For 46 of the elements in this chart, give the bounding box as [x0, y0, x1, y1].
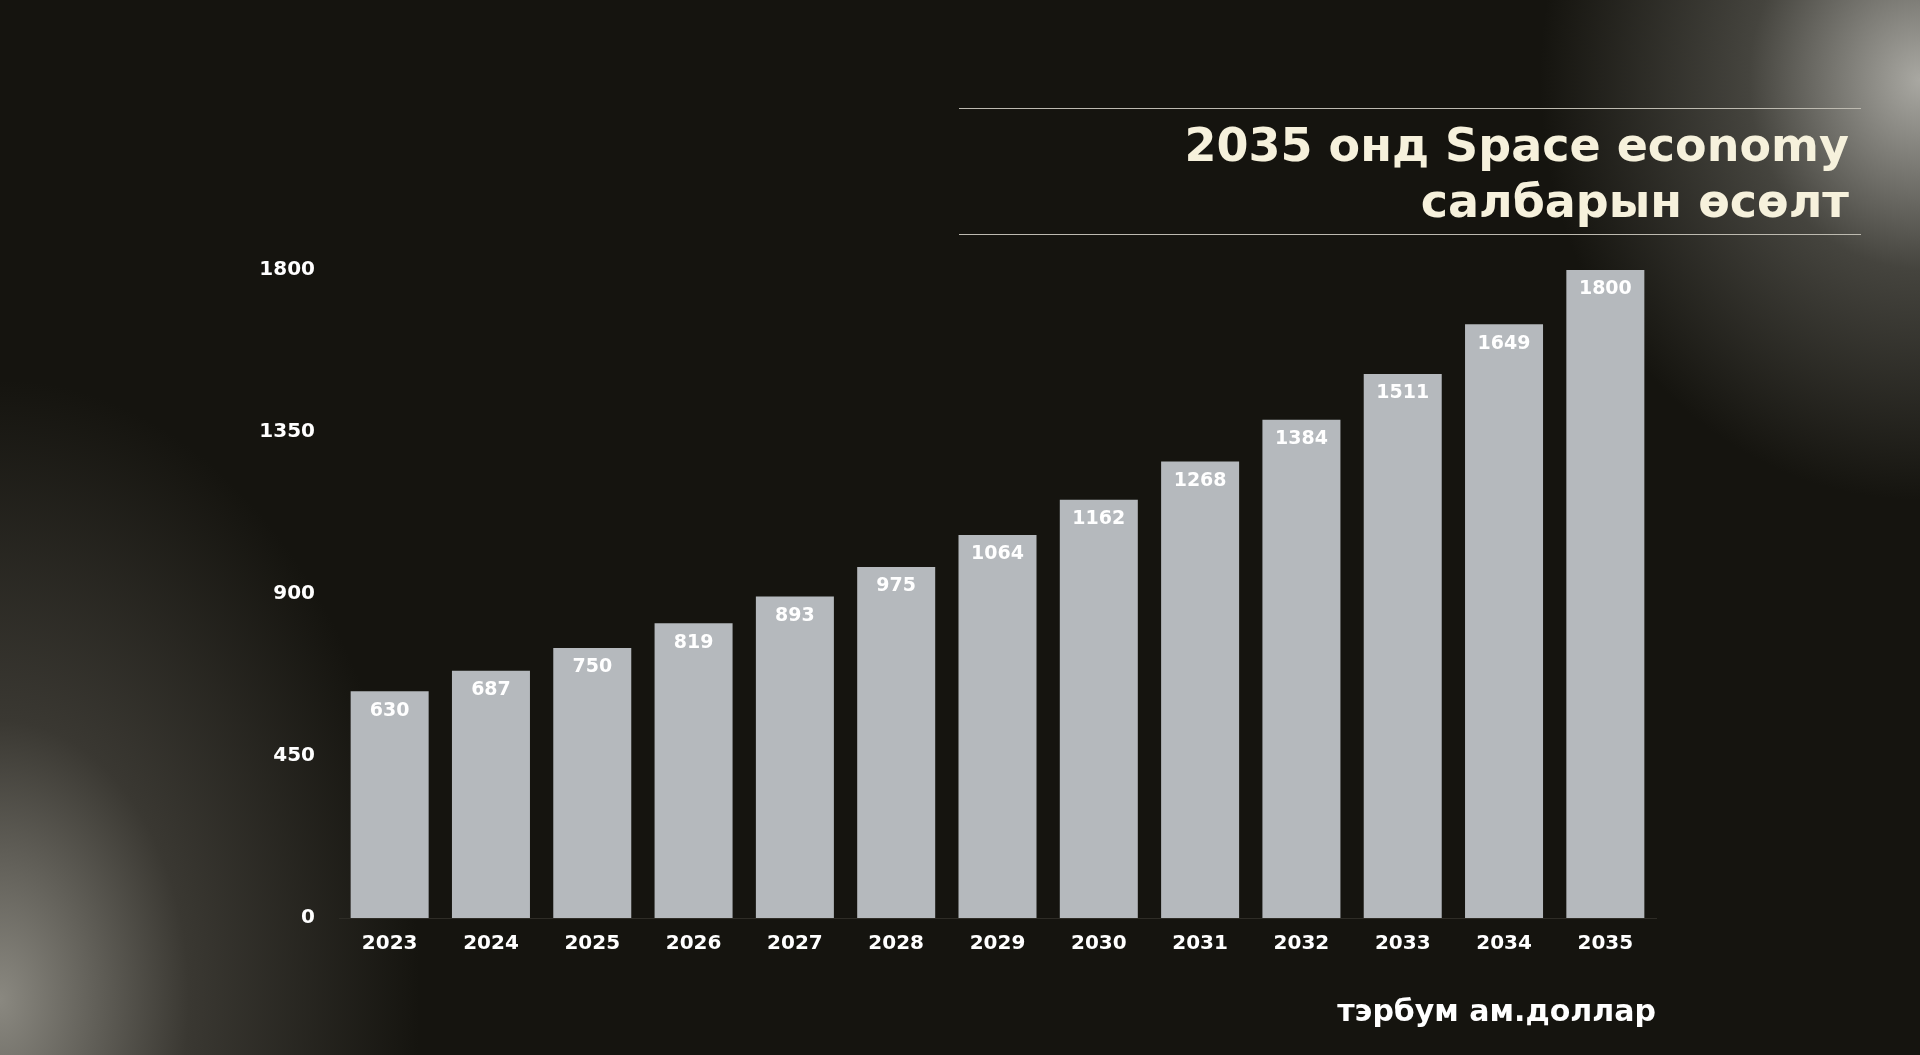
x-tick-label: 2031: [1172, 930, 1228, 955]
data-label: 750: [572, 654, 613, 677]
x-tick-label: 2025: [564, 930, 621, 955]
data-label: 1064: [971, 541, 1024, 564]
y-tick-label: 1800: [259, 256, 315, 281]
data-label: 687: [471, 677, 511, 700]
data-label: 1800: [1578, 276, 1632, 299]
y-tick-label: 1350: [259, 418, 315, 443]
data-label: 1384: [1274, 426, 1328, 449]
x-tick-label: 2027: [767, 930, 823, 955]
data-label: 819: [673, 629, 714, 652]
bar: [1059, 499, 1138, 918]
bar: [654, 623, 733, 918]
bar: [958, 534, 1037, 918]
x-tick-label: 2032: [1273, 930, 1330, 955]
x-tick-label: 2023: [361, 930, 418, 955]
x-tick-label: 2030: [1070, 930, 1127, 955]
y-tick-label: 450: [273, 742, 315, 767]
bar: [1363, 374, 1442, 918]
data-label: 1162: [1072, 506, 1126, 529]
bar: [553, 648, 632, 918]
x-tick-label: 2026: [665, 930, 722, 955]
x-tick-label: 2035: [1577, 930, 1634, 955]
x-axis-title: тэрбум ам.доллар: [1337, 992, 1656, 1028]
y-tick-label: 0: [301, 904, 315, 929]
x-tick-label: 2024: [463, 930, 519, 955]
x-tick-label: 2034: [1476, 930, 1532, 955]
data-label: 1649: [1477, 330, 1531, 353]
y-tick-label: 900: [273, 580, 315, 605]
bar: [1465, 324, 1544, 918]
bar: [1262, 419, 1341, 918]
x-tick-label: 2029: [969, 930, 1026, 955]
data-label: 1268: [1173, 467, 1227, 490]
data-label: 893: [775, 602, 815, 625]
data-label: 1511: [1376, 380, 1430, 403]
x-tick-label: 2033: [1374, 930, 1431, 955]
bar: [350, 691, 429, 918]
x-tick-label: 2028: [868, 930, 925, 955]
bar: [1566, 270, 1645, 918]
bar: [857, 567, 936, 918]
data-label: 630: [369, 697, 410, 720]
bar: [1161, 461, 1240, 918]
bar: [451, 670, 530, 918]
chart-title: 2035 онд Space economy салбарын өсөлт: [959, 108, 1861, 235]
data-label: 975: [876, 573, 917, 596]
bar: [755, 596, 834, 918]
